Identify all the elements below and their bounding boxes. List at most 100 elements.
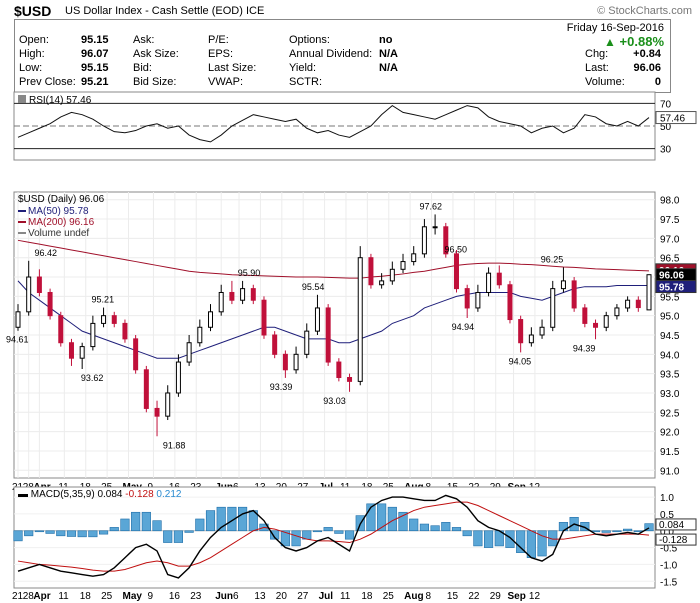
- price-legend-entry: MA(200) 96.16: [28, 217, 95, 228]
- candle-body: [582, 307, 588, 324]
- candle-body: [15, 311, 21, 328]
- macd-histogram-bar: [270, 530, 280, 540]
- ask-size-label: Ask Size:: [133, 48, 179, 60]
- macd-histogram-bar: [205, 510, 216, 532]
- candle-body: [389, 268, 395, 282]
- candle-body: [101, 315, 107, 324]
- candle-body: [603, 315, 609, 328]
- candle: [560, 267, 566, 293]
- macd-histogram-bar: [291, 530, 301, 547]
- x-tick-label: 23: [190, 591, 202, 602]
- x-tick-label: 25: [383, 482, 395, 493]
- price-annotation: 95.54: [302, 282, 325, 292]
- x-tick-label: 8: [426, 591, 432, 602]
- candle: [15, 304, 21, 331]
- macd-histogram-bar: [248, 510, 258, 532]
- candle: [421, 219, 427, 258]
- change-percent: ▲ +0.88%: [604, 34, 664, 49]
- quote-date: Friday 16-Sep-2016: [566, 22, 664, 34]
- pe-label: P/E:: [208, 34, 229, 46]
- macd-histogram-bar: [152, 520, 162, 532]
- candle: [47, 288, 53, 320]
- candle: [464, 284, 470, 318]
- macd-histogram-bar: [312, 530, 323, 533]
- x-tick-label: 22: [468, 482, 480, 493]
- macd-histogram-bar: [409, 518, 419, 532]
- macd-histogram-bar: [184, 530, 194, 533]
- candle: [336, 358, 342, 382]
- x-tick-label: 16: [169, 482, 181, 493]
- price-last-value-box: [655, 263, 697, 277]
- candle-body: [47, 291, 53, 317]
- candle: [175, 354, 181, 397]
- x-tick-label: 28: [23, 591, 35, 602]
- candle-body: [36, 276, 42, 293]
- candle: [68, 338, 74, 366]
- candle-body: [218, 291, 224, 313]
- candle: [453, 249, 459, 293]
- bid-label: Bid:: [133, 62, 152, 74]
- instrument-name: US Dollar Index - Cash Settle (EOD) ICE: [65, 5, 264, 17]
- macd-histogram-bar: [163, 530, 173, 543]
- price-tick-label: 97.0: [660, 234, 680, 245]
- candle-body: [357, 257, 363, 382]
- x-tick-label: 23: [190, 482, 202, 493]
- candle-body: [453, 253, 459, 290]
- macd-histogram-bar: [344, 530, 355, 540]
- candle: [133, 335, 139, 374]
- candle-body: [614, 307, 620, 317]
- candle: [293, 346, 299, 374]
- x-tick-label: 13: [254, 591, 266, 602]
- candle-body: [486, 272, 492, 293]
- candle: [101, 307, 107, 328]
- macd-histogram-bar: [77, 530, 87, 538]
- candle-body: [111, 315, 117, 324]
- macd-histogram-bar: [516, 530, 526, 553]
- candle: [379, 273, 385, 289]
- rsi-last-value-tag: 57.46: [655, 111, 697, 125]
- sctr-label: SCTR:: [289, 76, 322, 88]
- macd-histogram-bar: [56, 530, 66, 537]
- x-tick-label: 15: [447, 591, 459, 602]
- x-tick-label: 12: [529, 591, 541, 602]
- candle-body: [90, 322, 96, 348]
- candle-body: [539, 326, 545, 336]
- macd-histogram-bar: [195, 518, 205, 532]
- candle: [79, 342, 85, 370]
- price-last-value-label: 96.16: [659, 266, 684, 277]
- macd-histogram-bar: [526, 530, 536, 558]
- macd-histogram-bar: [131, 511, 141, 532]
- candle-body: [282, 353, 288, 371]
- macd-tick-label: -0.5: [660, 544, 678, 555]
- macd-histogram-bar: [280, 530, 290, 547]
- macd-histogram-bar: [612, 530, 622, 533]
- candle: [304, 323, 310, 359]
- vwap-label: VWAP:: [208, 76, 244, 88]
- macd-histogram-bar: [323, 527, 333, 532]
- candle: [539, 319, 545, 339]
- price-tick-label: 91.5: [660, 447, 680, 458]
- price-tick-label: 97.5: [660, 215, 680, 226]
- low-label: Low:: [19, 62, 43, 74]
- macd-histogram-bar: [88, 530, 98, 538]
- macd-histogram-bar: [537, 530, 547, 557]
- chart-header: $USD US Dollar Index - Cash Settle (EOD)…: [0, 0, 700, 20]
- price-annotation: 96.42: [35, 248, 58, 258]
- macd-panel-frame: [13, 486, 656, 589]
- price-annotation: 93.62: [81, 373, 104, 383]
- macd-signal-line: [17, 501, 650, 572]
- candle-body: [197, 326, 203, 344]
- candle-body: [154, 407, 160, 417]
- x-tick-label: 25: [101, 591, 113, 602]
- candle-body: [443, 226, 449, 255]
- candle: [272, 331, 278, 359]
- macd-histogram-bar: [623, 528, 633, 532]
- options-label: Options:: [289, 34, 330, 46]
- rsi-line: [17, 104, 650, 143]
- macd-histogram-bar: [494, 530, 504, 547]
- macd-histogram-bar: [398, 511, 408, 532]
- candle-body: [68, 342, 74, 359]
- price-tick-label: 93.0: [660, 389, 680, 400]
- x-tick-label: 15: [447, 482, 459, 493]
- candle-body: [261, 299, 267, 336]
